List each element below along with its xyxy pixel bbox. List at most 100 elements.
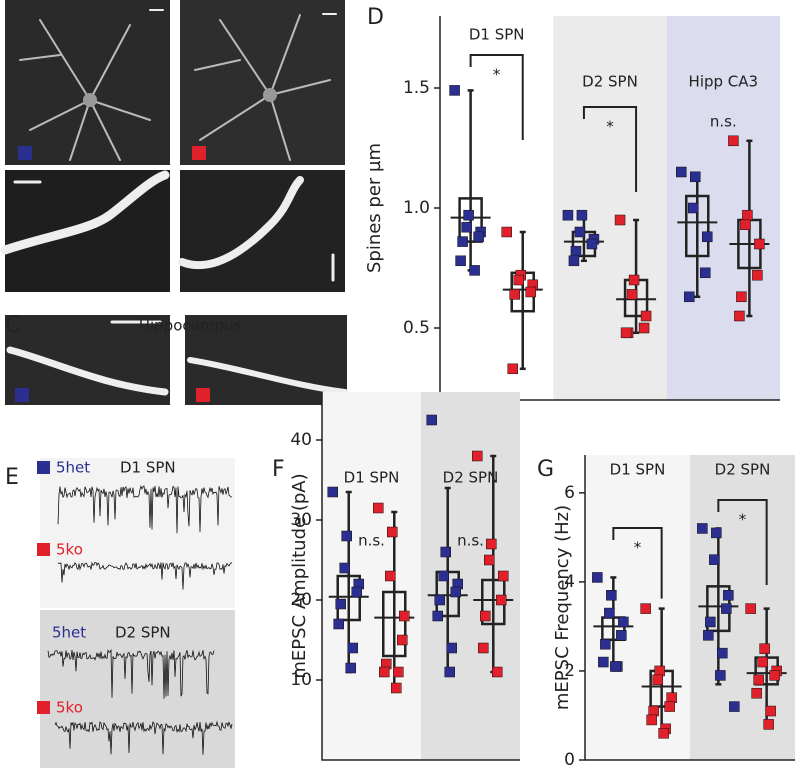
group-background [553,16,667,400]
data-point [351,586,362,598]
data-point [702,231,713,243]
data-point [709,554,720,565]
data-point [754,238,765,250]
y-tick-label: 0.5 [403,318,430,338]
data-point [616,630,627,641]
y-tick-label: 20 [290,590,312,610]
data-point [339,562,350,574]
data-point [654,665,665,677]
data-point [734,310,745,322]
data-point [604,607,615,619]
data-point [450,586,461,598]
data-point [640,310,652,322]
trace-label: 5ko [56,541,83,559]
data-point [736,291,747,303]
panel-label: E [5,465,19,490]
trace-title: D2 SPN [115,624,171,642]
y-tick-label: 4 [564,572,575,592]
panel-label: D [367,5,384,30]
data-point [626,289,638,300]
data-point [562,209,574,221]
group-label: Hipp CA3 [689,73,759,91]
y-tick-label: 10 [290,670,312,690]
trace-label: 5het [56,459,90,477]
annotation: n.s. [457,532,484,550]
data-point [729,701,740,712]
data-point [652,674,663,686]
group-label: D1 SPN [469,26,525,44]
data-point [455,255,466,267]
data-point [335,598,346,610]
data-point [457,236,468,247]
axes [321,392,520,761]
data-point [576,209,588,221]
data-point [438,570,449,582]
group-label: D1 SPN [344,469,400,487]
data-point [498,570,509,582]
significance-bracket [469,54,524,140]
group-background [585,455,690,760]
data-point [449,85,460,96]
data-point [614,214,626,226]
data-point [385,570,396,582]
data-point [740,219,751,231]
data-point [690,171,701,183]
data-point [347,642,358,654]
panel-label: F [272,457,285,482]
data-point [444,666,455,678]
data-point [711,527,722,539]
data-point [568,255,580,267]
data-point [598,656,609,668]
y-axis-label: mEPSC Amplitude (pA) [289,473,310,678]
data-point [434,594,445,606]
data-point [472,450,483,462]
data-point [574,226,586,238]
group-label: D2 SPN [443,469,499,487]
het-swatch [37,461,50,474]
y-tick-label: 1.0 [403,198,430,218]
data-point [646,714,657,726]
y-tick-label: 30 [290,510,312,530]
data-point [480,610,491,622]
data-point [697,523,708,534]
data-point [703,630,714,641]
axes [584,455,795,761]
data-point [570,245,582,257]
micrographs [0,0,348,405]
significance-bracket [582,106,638,192]
data-point [478,642,489,654]
data-point [507,363,518,375]
box [382,590,407,658]
data-point [387,526,398,538]
data-point [717,647,728,659]
data-point [592,572,603,583]
annotation: n.s. [358,532,385,550]
data-point [393,666,404,678]
data-point [391,682,402,694]
traces [47,484,233,755]
panel-title: Hippocampus [139,317,242,335]
data-point [715,670,726,681]
y-tick-label: 40 [290,430,312,450]
data-point [723,590,734,601]
data-point [345,662,356,674]
data-point [327,486,338,498]
annotation: n.s. [710,113,737,131]
data-point [620,327,632,339]
data-point [426,414,437,426]
y-tick-label: 2 [564,661,575,681]
y-tick-label: 1.5 [403,78,430,98]
data-point [759,643,770,654]
data-point [446,642,457,654]
trace-label: 5het [52,624,86,642]
data-point [486,538,497,550]
data-point [763,719,774,730]
data-point [638,322,650,334]
trace [57,561,233,590]
data-point [721,603,732,614]
data-point [753,674,764,686]
data-point [379,666,390,678]
data-point [751,687,762,699]
